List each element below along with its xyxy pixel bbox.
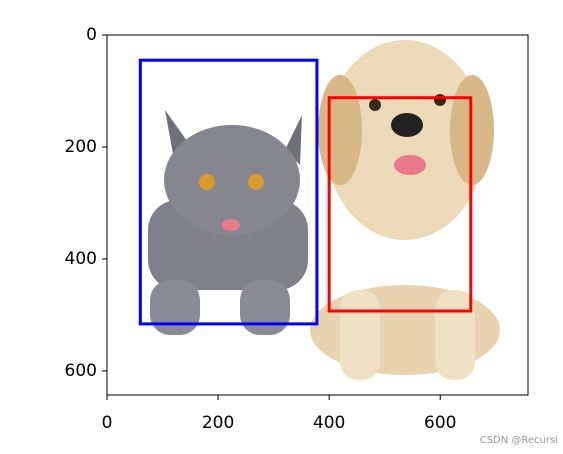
- x-tick-label: 200: [202, 413, 234, 433]
- bounding-box: [138, 58, 319, 326]
- dog-eye: [434, 94, 446, 106]
- axes-frame: [106, 34, 529, 396]
- y-tick-label: 600: [65, 361, 97, 381]
- cat-tongue: [222, 219, 240, 231]
- x-tick-label: 600: [424, 413, 456, 433]
- dog-head: [325, 40, 485, 240]
- dog-paw: [340, 290, 380, 380]
- watermark: CSDN @Recursi: [480, 435, 558, 446]
- dog-ear: [318, 75, 362, 185]
- cat-head: [164, 125, 300, 235]
- dog-paw: [435, 290, 475, 380]
- cat-paw: [150, 280, 200, 335]
- y-tick-label: 0: [86, 25, 97, 45]
- cat-eye: [199, 174, 215, 190]
- x-tick-label: 0: [102, 413, 113, 433]
- bounding-box: [327, 96, 473, 313]
- x-tick-label: 400: [313, 413, 345, 433]
- y-tick-label: 400: [65, 249, 97, 269]
- y-tick-label: 200: [65, 137, 97, 157]
- dog-nose: [391, 113, 423, 137]
- dog-tongue: [394, 155, 426, 175]
- cat-paw: [240, 280, 290, 335]
- dog-eye: [369, 99, 381, 111]
- cat-eye: [248, 174, 264, 190]
